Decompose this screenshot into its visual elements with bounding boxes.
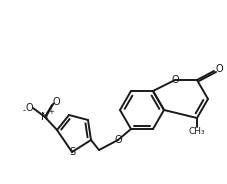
Text: O: O	[171, 75, 179, 85]
Text: S: S	[69, 147, 75, 157]
Text: -: -	[22, 107, 25, 116]
Text: O: O	[25, 103, 33, 113]
Text: O: O	[114, 135, 122, 145]
Text: O: O	[52, 97, 60, 107]
Text: N: N	[41, 112, 49, 122]
Text: O: O	[215, 64, 223, 74]
Text: CH₃: CH₃	[189, 128, 205, 137]
Text: +: +	[48, 109, 54, 115]
